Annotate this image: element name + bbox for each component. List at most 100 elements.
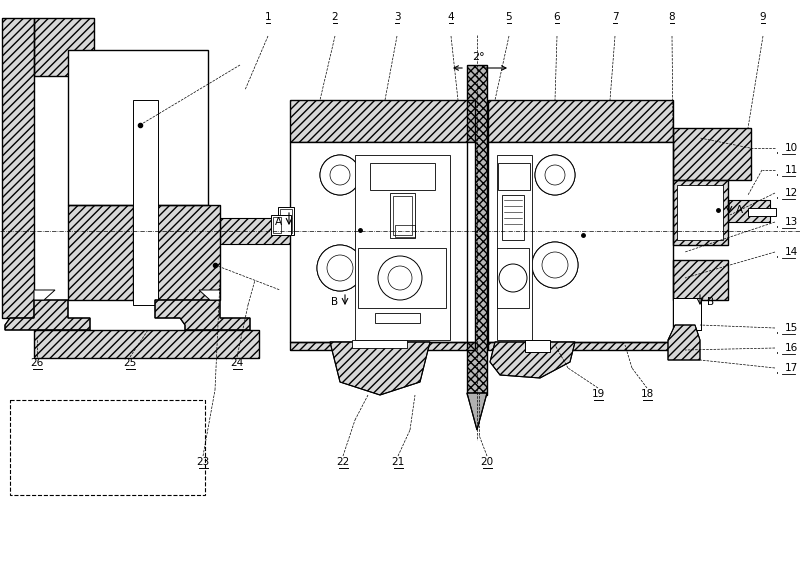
Bar: [525, 340, 550, 352]
Text: 22: 22: [336, 457, 350, 467]
Bar: [488, 342, 673, 350]
Circle shape: [320, 155, 360, 195]
Text: 14: 14: [785, 247, 798, 257]
Bar: [290, 320, 475, 342]
Bar: [467, 65, 487, 395]
Circle shape: [535, 155, 575, 195]
Bar: [10, 400, 205, 495]
Bar: [488, 342, 673, 350]
Circle shape: [542, 252, 568, 278]
Bar: [278, 207, 294, 235]
Text: 10: 10: [785, 143, 798, 153]
Bar: [497, 248, 529, 308]
Text: 11: 11: [785, 165, 798, 175]
Bar: [360, 250, 444, 306]
Bar: [352, 340, 372, 348]
Bar: [673, 298, 701, 330]
Text: 9: 9: [760, 12, 766, 22]
Bar: [358, 248, 446, 308]
Bar: [673, 260, 728, 300]
Bar: [488, 142, 673, 342]
Bar: [502, 195, 524, 240]
Circle shape: [327, 255, 353, 281]
Circle shape: [378, 256, 422, 300]
Bar: [677, 185, 723, 240]
Circle shape: [388, 266, 412, 290]
Bar: [387, 340, 407, 348]
Text: 19: 19: [591, 389, 605, 399]
Bar: [220, 218, 295, 244]
Bar: [318, 247, 362, 293]
Circle shape: [317, 245, 363, 291]
Bar: [498, 163, 530, 190]
Text: 5: 5: [506, 12, 512, 22]
Bar: [290, 342, 475, 350]
Bar: [133, 100, 158, 305]
Bar: [355, 155, 450, 340]
Text: 24: 24: [230, 358, 244, 368]
Circle shape: [327, 255, 353, 281]
Polygon shape: [467, 393, 487, 430]
Bar: [673, 180, 728, 245]
Bar: [273, 217, 281, 225]
Bar: [645, 142, 673, 342]
Bar: [538, 340, 550, 352]
Bar: [488, 100, 673, 142]
Bar: [533, 247, 577, 292]
Bar: [34, 18, 94, 76]
Text: 6: 6: [554, 12, 560, 22]
Bar: [68, 205, 133, 300]
Text: 18: 18: [640, 389, 654, 399]
Bar: [488, 100, 673, 142]
Bar: [352, 340, 407, 348]
Bar: [34, 330, 259, 358]
Bar: [488, 142, 673, 164]
Bar: [220, 218, 295, 244]
Polygon shape: [330, 342, 430, 395]
Bar: [68, 50, 208, 205]
Bar: [155, 205, 220, 300]
Circle shape: [545, 165, 565, 185]
Bar: [290, 142, 475, 342]
Text: B: B: [331, 297, 338, 307]
Bar: [273, 217, 281, 233]
Bar: [375, 313, 420, 323]
Bar: [290, 142, 475, 164]
Bar: [390, 193, 415, 238]
Text: 13: 13: [785, 217, 798, 227]
Text: 12: 12: [785, 188, 798, 198]
Circle shape: [532, 242, 578, 288]
Bar: [497, 155, 532, 340]
Circle shape: [499, 264, 527, 292]
Text: 8: 8: [669, 12, 675, 22]
Text: 23: 23: [196, 457, 210, 467]
Bar: [499, 250, 527, 306]
Text: 7: 7: [612, 12, 618, 22]
Bar: [271, 215, 291, 235]
Bar: [290, 342, 475, 350]
Bar: [488, 320, 673, 342]
Text: A: A: [275, 217, 282, 227]
Bar: [395, 225, 415, 237]
Bar: [498, 163, 530, 190]
Circle shape: [532, 242, 578, 288]
Polygon shape: [155, 300, 250, 330]
Polygon shape: [199, 290, 220, 300]
Bar: [673, 128, 751, 180]
Text: 2: 2: [332, 12, 338, 22]
Polygon shape: [34, 290, 55, 300]
Bar: [673, 298, 687, 330]
Bar: [34, 330, 259, 358]
Circle shape: [317, 245, 363, 291]
Bar: [395, 225, 415, 237]
Text: 21: 21: [391, 457, 405, 467]
Bar: [34, 18, 94, 76]
Circle shape: [545, 165, 565, 185]
Text: A: A: [736, 205, 743, 215]
Bar: [728, 200, 770, 222]
Bar: [290, 142, 318, 342]
Bar: [752, 210, 768, 214]
Bar: [68, 205, 133, 300]
Bar: [318, 155, 362, 195]
Text: 17: 17: [785, 363, 798, 373]
